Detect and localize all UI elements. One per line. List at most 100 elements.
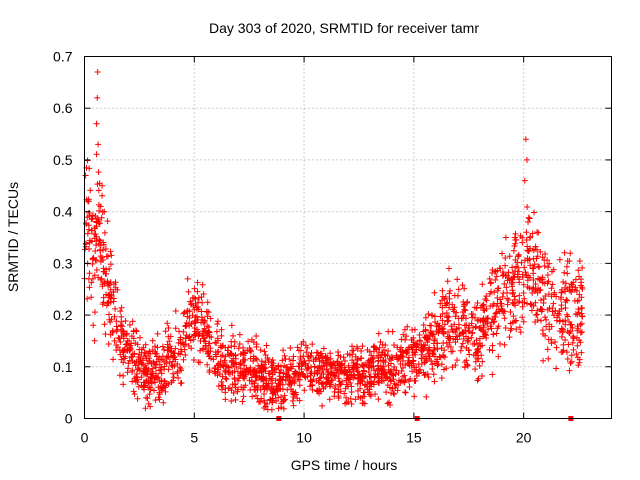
data-point (159, 343, 166, 350)
data-point (163, 380, 170, 387)
data-point (478, 352, 485, 359)
data-point (265, 370, 272, 377)
data-point (389, 385, 396, 392)
data-point (520, 281, 527, 288)
data-point (562, 288, 569, 295)
data-point (140, 353, 147, 360)
data-point (145, 366, 152, 373)
data-point (573, 351, 580, 358)
data-point (121, 331, 128, 338)
data-point (528, 307, 535, 314)
data-point (389, 328, 396, 335)
data-point (106, 316, 113, 323)
data-point (471, 340, 478, 347)
data-point (512, 230, 519, 237)
data-point (331, 388, 338, 395)
data-point (176, 364, 183, 371)
data-point (459, 309, 466, 316)
data-point (253, 332, 260, 339)
data-point (178, 367, 185, 374)
data-point (261, 397, 268, 404)
x-tick-label: 10 (296, 430, 312, 446)
data-point (327, 371, 334, 378)
data-point (92, 248, 99, 255)
chart-title: Day 303 of 2020, SRMTID for receiver tam… (209, 20, 479, 36)
data-point (86, 270, 93, 277)
data-point (335, 394, 342, 401)
data-point (335, 375, 342, 382)
data-point (540, 357, 547, 364)
data-point (234, 386, 241, 393)
data-point (551, 312, 558, 319)
data-point (120, 359, 127, 366)
data-point (315, 377, 322, 384)
data-point (158, 370, 165, 377)
data-point (352, 396, 359, 403)
data-point (215, 348, 222, 355)
data-point (563, 311, 570, 318)
data-point (465, 338, 472, 345)
data-point (511, 268, 518, 275)
data-point (423, 393, 430, 400)
data-point (516, 324, 523, 331)
data-point (149, 346, 156, 353)
data-point (510, 247, 517, 254)
data-point (438, 374, 445, 381)
data-point (302, 342, 309, 349)
data-point (535, 285, 542, 292)
data-point (86, 237, 93, 244)
data-point (509, 290, 516, 297)
data-point (490, 319, 497, 326)
data-point (510, 313, 517, 320)
data-point (278, 404, 285, 411)
data-point (515, 268, 522, 275)
data-point (218, 332, 225, 339)
data-point (526, 247, 533, 254)
data-point (260, 382, 267, 389)
y-tick-label: 0.3 (53, 255, 73, 271)
data-point (366, 373, 373, 380)
data-point (400, 331, 407, 338)
data-point (351, 362, 358, 369)
data-point (301, 387, 308, 394)
data-point (324, 354, 331, 361)
data-point (192, 331, 199, 338)
data-point (459, 330, 466, 337)
data-point (135, 383, 142, 390)
data-point (138, 374, 145, 381)
data-point (425, 374, 432, 381)
data-point (411, 326, 418, 333)
data-point (86, 226, 93, 233)
data-point (381, 351, 388, 358)
data-point (347, 395, 354, 402)
data-point (135, 365, 142, 372)
data-point (560, 279, 567, 286)
data-point (276, 385, 283, 392)
data-point (150, 372, 157, 379)
data-point (431, 337, 438, 344)
data-point (456, 331, 463, 338)
data-point (122, 353, 129, 360)
data-point (93, 151, 100, 158)
data-point (317, 388, 324, 395)
data-point (406, 378, 413, 385)
data-point (429, 312, 436, 319)
data-point (565, 341, 572, 348)
data-point (424, 371, 431, 378)
data-point (405, 357, 412, 364)
data-point (206, 369, 213, 376)
data-point (132, 362, 139, 369)
data-point (439, 287, 446, 294)
data-point (214, 362, 221, 369)
data-point (560, 341, 567, 348)
data-point (578, 349, 585, 356)
data-point (374, 352, 381, 359)
data-point (433, 340, 440, 347)
data-point (91, 225, 98, 232)
data-point (526, 215, 533, 222)
data-point (92, 231, 99, 238)
data-point (229, 332, 236, 339)
data-point (483, 293, 490, 300)
data-point (245, 338, 252, 345)
data-point (474, 299, 481, 306)
